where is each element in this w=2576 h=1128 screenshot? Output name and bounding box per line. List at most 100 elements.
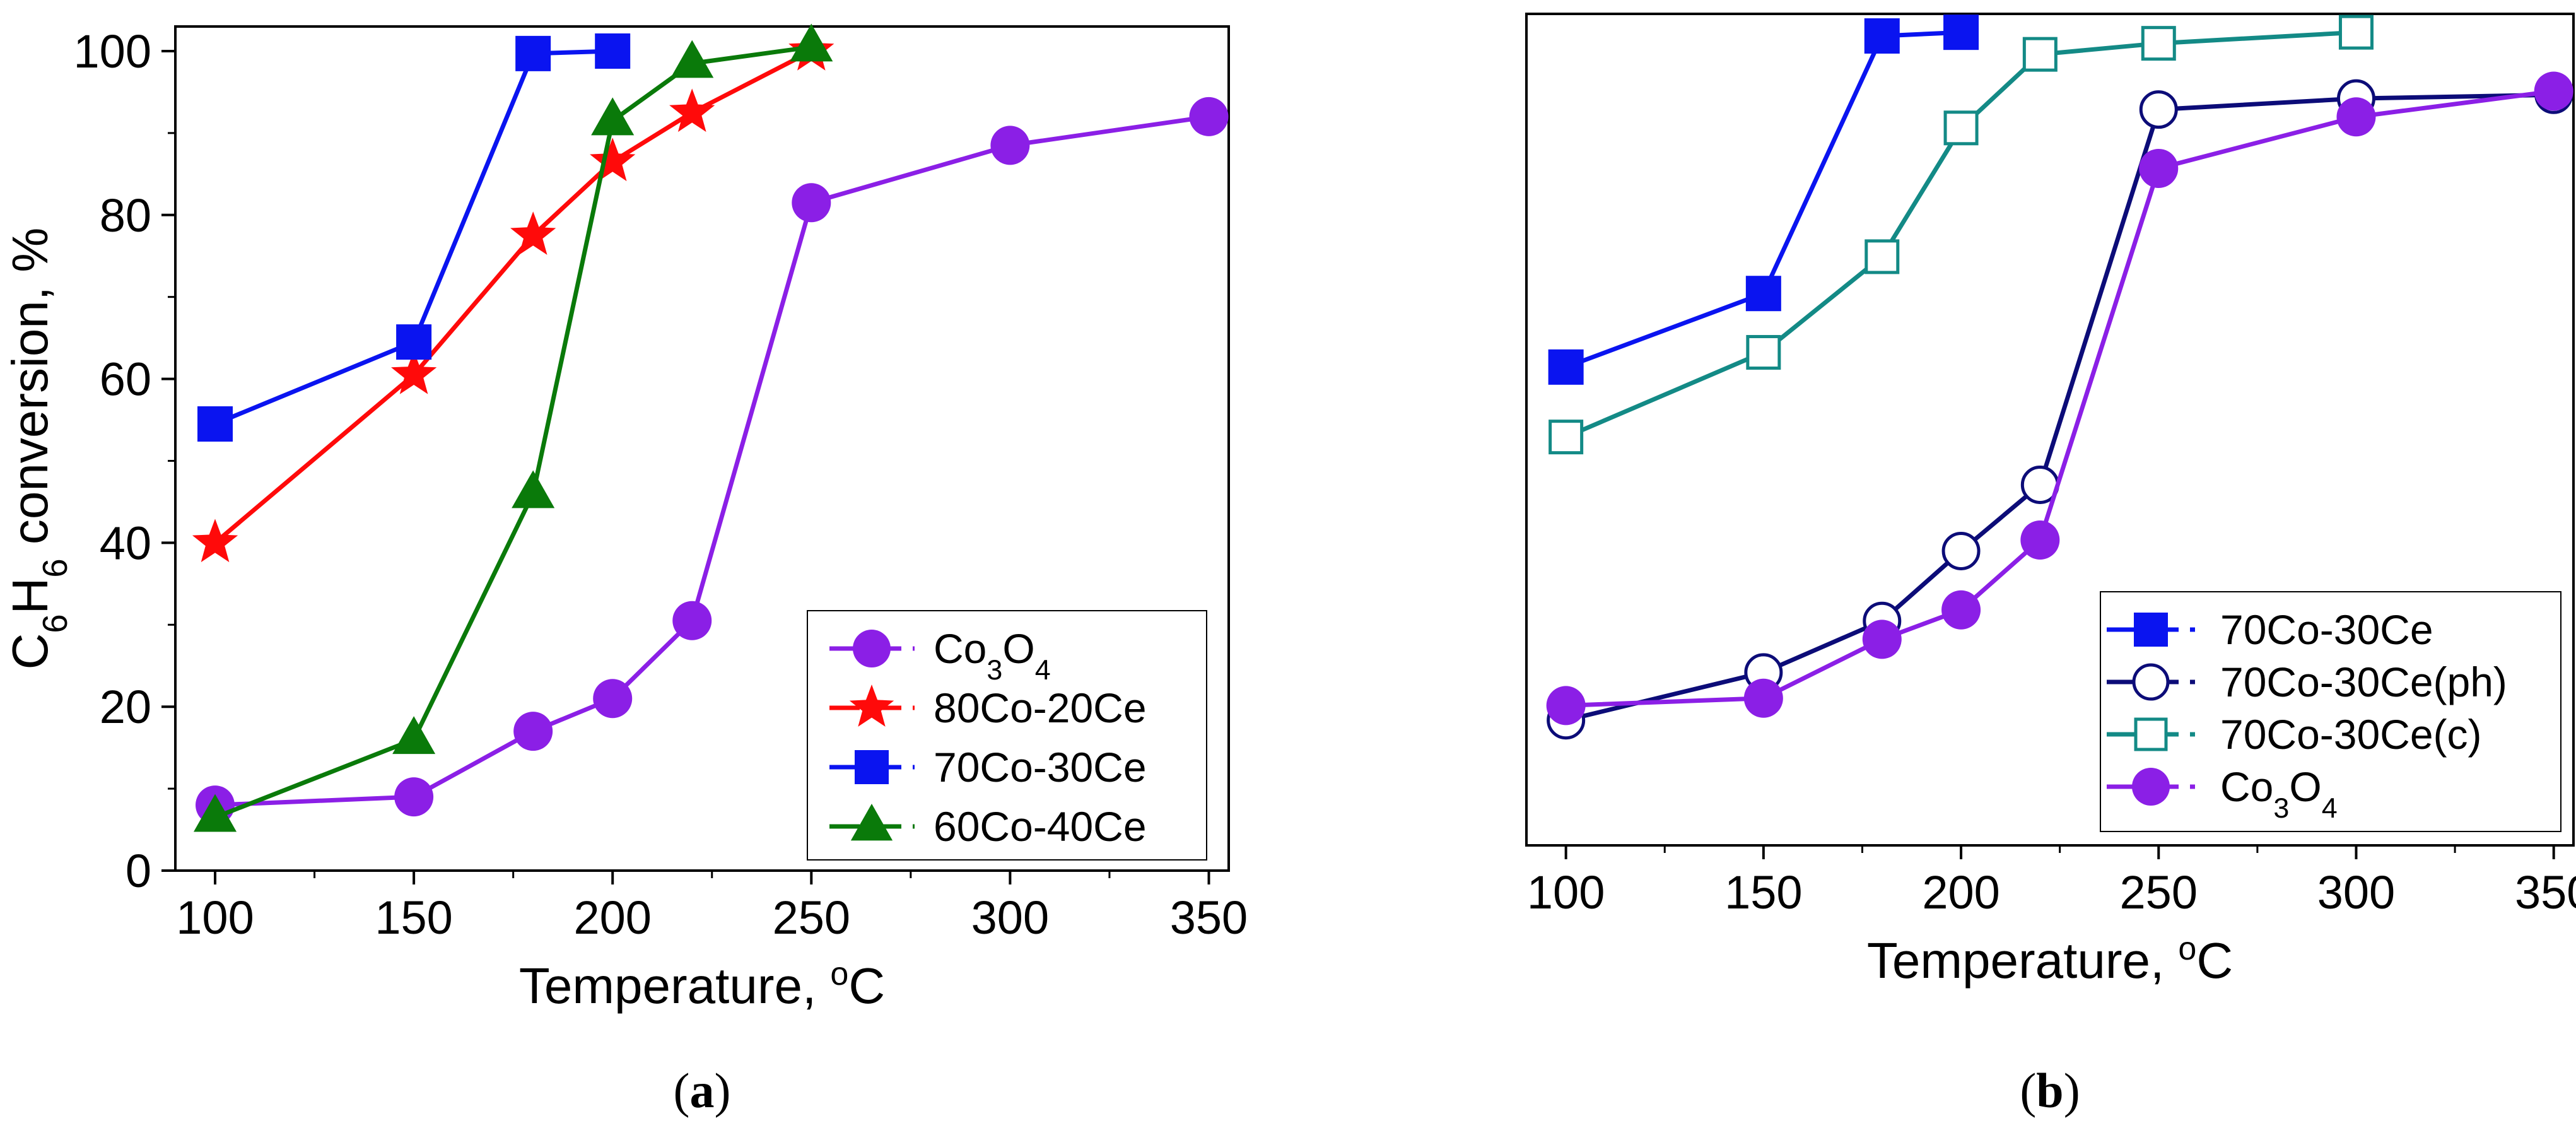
y-tick-label: 0 — [126, 845, 151, 897]
legend-label: 70Co-30Ce — [2220, 606, 2433, 653]
y-tick-label: 40 — [100, 517, 151, 569]
data-point — [394, 777, 434, 817]
data-point — [392, 716, 436, 755]
legend-marker — [2132, 663, 2170, 701]
x-tick-label: 350 — [1170, 891, 1248, 944]
legend-marker — [855, 750, 889, 784]
panel-b: 100 150 200 250 300 350 Temperature, oC 70Co-30… — [1525, 13, 2576, 1118]
data-point — [1546, 686, 1586, 726]
x-tick-label: 250 — [773, 891, 850, 944]
legend-label: 70Co-30Ce(ph) — [2220, 659, 2507, 705]
legend-marker — [849, 684, 894, 727]
series-60Co-40Ce — [193, 23, 833, 832]
data-point — [670, 40, 714, 78]
x-tick-label: 300 — [971, 891, 1049, 944]
data-point — [591, 97, 635, 136]
series-line — [214, 114, 1210, 808]
legend-label: 60Co-40Ce — [934, 803, 1147, 850]
series-line — [1566, 89, 2555, 708]
data-point — [2139, 148, 2179, 188]
data-point — [1189, 97, 1229, 136]
series-70Co-30Ce — [197, 33, 631, 442]
x-tick-label: 150 — [375, 891, 452, 944]
data-point — [593, 679, 633, 719]
data-point — [2336, 97, 2376, 137]
data-point — [1941, 590, 1981, 630]
y-tick-label: 100 — [74, 25, 151, 78]
data-point — [1864, 18, 1900, 54]
data-point — [1865, 239, 1900, 274]
data-point — [672, 601, 712, 640]
y-axis-title: C6H6 conversion, % — [2, 228, 74, 670]
legend-marker — [2134, 717, 2168, 751]
x-axis-title: Temperature, oC — [519, 956, 885, 1014]
data-point — [790, 23, 833, 62]
series-line — [1565, 92, 2554, 723]
x-tick-label: 200 — [573, 891, 651, 944]
panel-label: (b) — [2020, 1063, 2080, 1118]
y-tick-label: 80 — [100, 189, 151, 242]
x-tick-label: 200 — [1922, 866, 1999, 919]
data-point — [1548, 349, 1584, 385]
legend-marker — [853, 630, 891, 667]
data-point — [792, 183, 831, 223]
data-point — [2022, 37, 2058, 72]
panel-label: (a) — [674, 1063, 731, 1118]
x-axis-title: Temperature, oC — [1867, 931, 2233, 989]
legend-label: 70Co-30Ce — [934, 744, 1147, 790]
x-tick-label: 250 — [2120, 866, 2198, 919]
data-point — [1745, 276, 1781, 312]
legend: 70Co-30Ce 70Co-30Ce(ph) 70Co-30Ce(c) Co3O4 — [2100, 591, 2561, 832]
data-point — [595, 33, 631, 69]
legend-marker — [850, 804, 893, 841]
x-tick-label: 300 — [2317, 866, 2395, 919]
data-point — [1941, 531, 1981, 570]
data-point — [2020, 520, 2060, 560]
legend-marker — [2132, 768, 2170, 806]
data-point — [192, 519, 238, 563]
y-axis-title-group: C6H6 conversion, % — [2, 228, 74, 670]
legend-label: 80Co-20Ce — [934, 684, 1147, 731]
legend-label: 70Co-30Ce(c) — [2220, 711, 2482, 758]
legend-label: Co3O4 — [2220, 763, 2338, 824]
series-line — [214, 49, 613, 426]
y-tick-label: 60 — [100, 353, 151, 406]
legend-label: Co3O4 — [934, 625, 1051, 686]
data-point — [1943, 110, 1979, 146]
series-Co3O4 — [1546, 71, 2573, 726]
x-tick-label: 350 — [2515, 866, 2576, 919]
data-point — [2534, 71, 2573, 111]
data-point — [1746, 335, 1781, 370]
data-point — [512, 470, 555, 508]
data-point — [1862, 620, 1902, 659]
y-tick-label: 20 — [100, 681, 151, 733]
series-line — [213, 49, 812, 545]
panel-a: 100 150 200 250 300 350 0 20 40 60 80 100 Temperatur… — [2, 23, 1248, 1118]
series-70Co-30Ce — [1548, 15, 1979, 385]
data-point — [1549, 420, 1584, 455]
data-point — [391, 351, 437, 394]
data-point — [1743, 678, 1783, 718]
data-point — [197, 406, 233, 442]
plot-frame — [174, 25, 1230, 872]
data-point — [515, 35, 551, 71]
x-tick-label: 100 — [1527, 866, 1605, 919]
series-70Co-30Ce(c) — [1549, 15, 2374, 455]
data-point — [193, 794, 237, 832]
legend-marker — [2134, 613, 2168, 647]
series-line — [1565, 30, 1962, 370]
plot-frame — [1525, 13, 2575, 847]
data-point — [510, 211, 556, 255]
data-point — [990, 126, 1030, 165]
data-point — [2338, 15, 2374, 50]
x-tick-label: 150 — [1724, 866, 1802, 919]
data-point — [2141, 26, 2176, 61]
series-line — [1565, 30, 2356, 439]
data-point — [1943, 15, 1979, 50]
data-point — [513, 712, 553, 751]
x-tick-label: 100 — [176, 891, 254, 944]
data-point — [590, 138, 636, 182]
data-point — [669, 88, 715, 132]
